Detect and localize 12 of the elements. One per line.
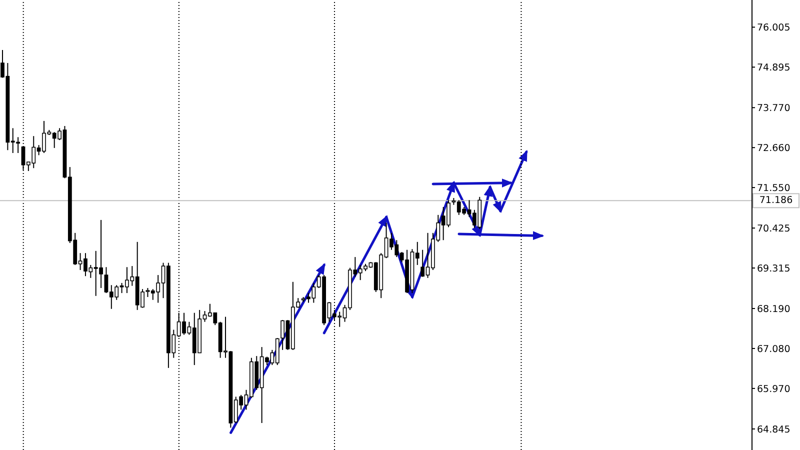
y-tick-label: 71.550 xyxy=(757,182,790,194)
y-tick-label: 69.315 xyxy=(757,263,790,274)
y-tick-label: 65.970 xyxy=(757,384,790,395)
y-tick-label: 64.845 xyxy=(757,424,790,436)
y-tick-label: 67.080 xyxy=(757,344,790,355)
y-tick-label: 70.425 xyxy=(757,223,790,234)
y-tick-label: 73.770 xyxy=(757,103,790,114)
y-tick-label: 74.895 xyxy=(757,62,790,74)
y-tick-label: 76.005 xyxy=(757,22,790,34)
y-tick-label: 68.190 xyxy=(757,304,790,315)
ref-line-label: 71.186 xyxy=(759,195,793,206)
y-tick-label: 72.660 xyxy=(757,142,790,154)
